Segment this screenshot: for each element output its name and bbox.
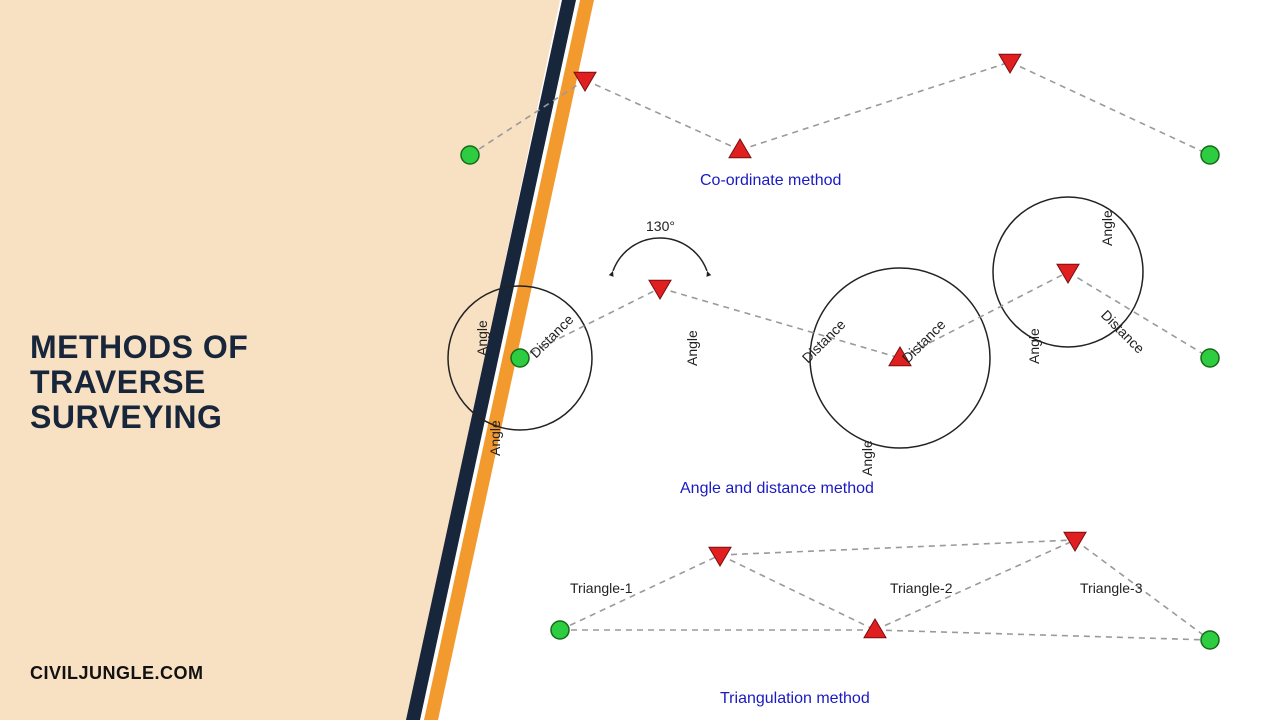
- edge-label: Angle: [487, 420, 503, 456]
- triangle-label: Triangle-2: [890, 580, 953, 596]
- triangle-label: Triangle-3: [1080, 580, 1143, 596]
- coordinate-method-label: Co-ordinate method: [700, 172, 841, 190]
- angle-distance-method-label: Angle and distance method: [680, 480, 874, 498]
- edge-label: Angle: [1026, 328, 1042, 364]
- angle-130-label: 130°: [646, 218, 675, 234]
- edge-label: Angle: [684, 330, 700, 366]
- triangle-label: Triangle-1: [570, 580, 633, 596]
- edge-label: Angle: [1099, 210, 1115, 246]
- edge-label: Angle: [474, 320, 490, 356]
- edge-label: Angle: [859, 440, 875, 476]
- survey-diagram-svg: [0, 0, 1280, 720]
- triangulation-method-label: Triangulation method: [720, 690, 870, 708]
